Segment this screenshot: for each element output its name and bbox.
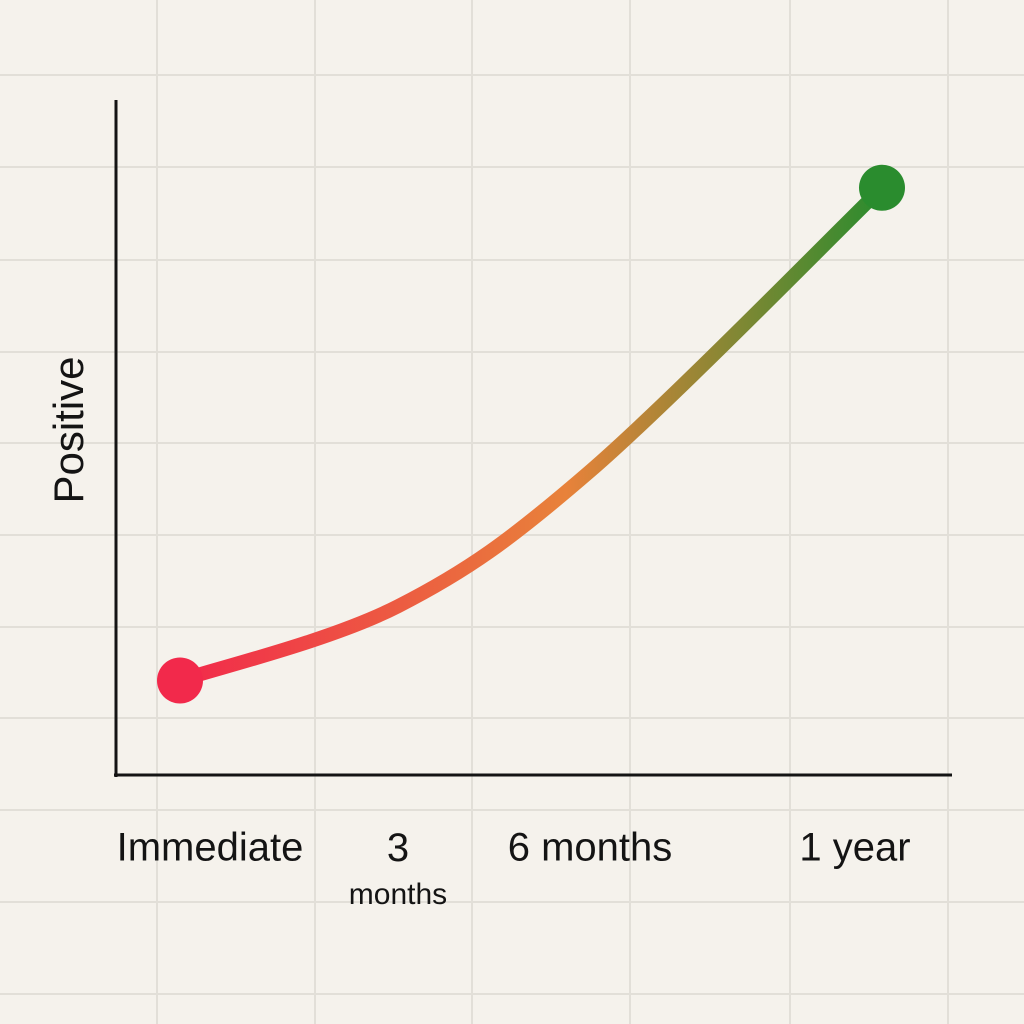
trend-line	[173, 180, 889, 688]
x-tick-label: 3 months	[349, 826, 447, 911]
x-tick-label: Immediate	[117, 826, 304, 870]
y-axis-label: Positive	[45, 356, 92, 503]
end-point	[859, 164, 905, 211]
end-point	[157, 657, 203, 704]
x-tick-label: 6 months	[508, 826, 673, 870]
x-tick-label: 1 year	[799, 826, 910, 870]
